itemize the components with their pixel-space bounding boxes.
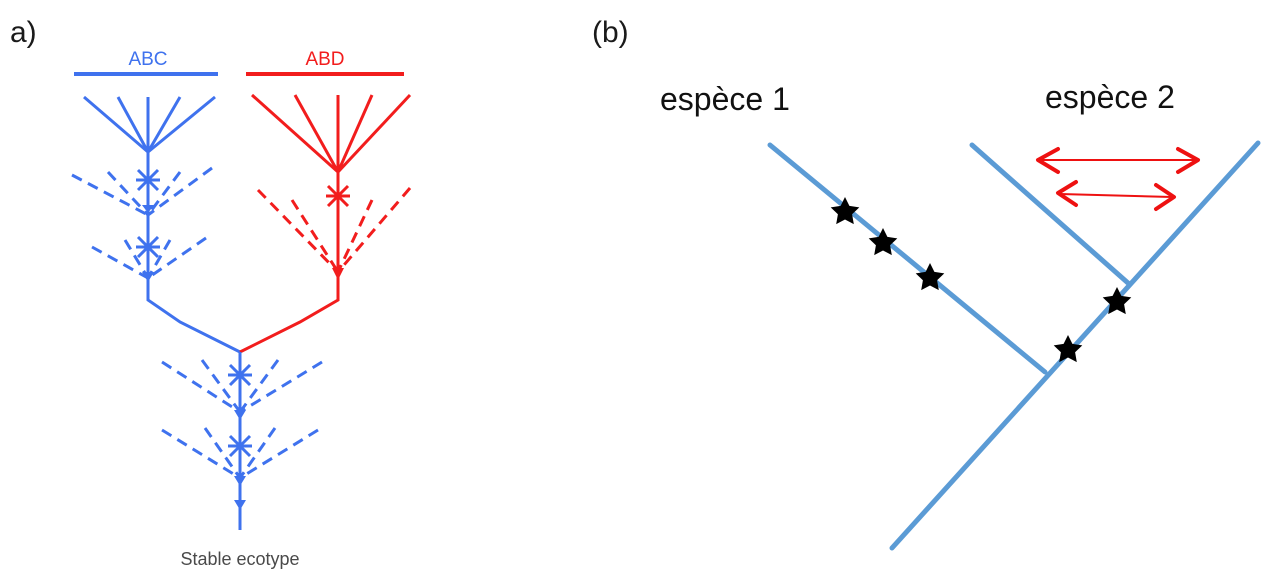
branch-species-2: [969, 142, 1131, 286]
caption-stable-ecotype: Stable ecotype: [180, 549, 299, 569]
panel-b: (b) espèce 1 espèce 2: [592, 16, 1261, 551]
star-icon: [868, 228, 898, 256]
panel-a: a) ABC: [10, 16, 412, 569]
fan-lines-abc: [83, 95, 216, 154]
star-icon: [1102, 287, 1132, 315]
dashed-fan-abc-2: [91, 236, 207, 280]
species-label-1: espèce 1: [660, 81, 790, 117]
dashed-fan-abc-1: [71, 166, 213, 217]
selection-marker-abc-2: [136, 235, 160, 259]
population-label-abc: ABC: [128, 49, 167, 70]
gene-flow-arrows: [1036, 147, 1200, 211]
arrowhead-abc-1: [142, 205, 154, 213]
double-arrow-icon: [1036, 147, 1200, 174]
dashed-fan-merged-2: [161, 427, 319, 480]
double-arrow-icon: [1056, 180, 1176, 211]
star-icon: [1053, 335, 1083, 363]
dashed-fan-merged-1: [161, 359, 323, 414]
star-icon: [915, 263, 945, 291]
merge-branch-abc: [146, 282, 241, 354]
selection-marker-abd: [326, 184, 350, 208]
arrowhead-merged-3: [234, 500, 246, 510]
arrowhead-abd: [332, 268, 344, 280]
panel-b-label: (b): [592, 16, 629, 49]
panel-a-label: a): [10, 16, 37, 49]
population-abd: ABD: [239, 49, 412, 354]
dashed-fan-abd: [256, 187, 412, 274]
branch-species-1: [767, 142, 1048, 375]
fan-lines-abd: [250, 93, 412, 174]
arrowhead-merged-2: [234, 476, 246, 486]
species-label-2: espèce 2: [1045, 79, 1175, 115]
arrowhead-abc-2: [142, 272, 154, 282]
mutation-stars: [830, 197, 1132, 363]
star-icon: [830, 197, 860, 225]
population-label-abd: ABD: [305, 49, 344, 70]
selection-marker-abc-1: [136, 168, 160, 192]
selection-marker-merged-1: [228, 363, 252, 387]
population-abc: ABC: [71, 49, 241, 354]
merged-lineage: [161, 352, 323, 530]
merge-branch-abd: [239, 282, 340, 354]
selection-marker-merged-2: [228, 434, 252, 458]
arrowhead-merged-1: [234, 410, 246, 420]
